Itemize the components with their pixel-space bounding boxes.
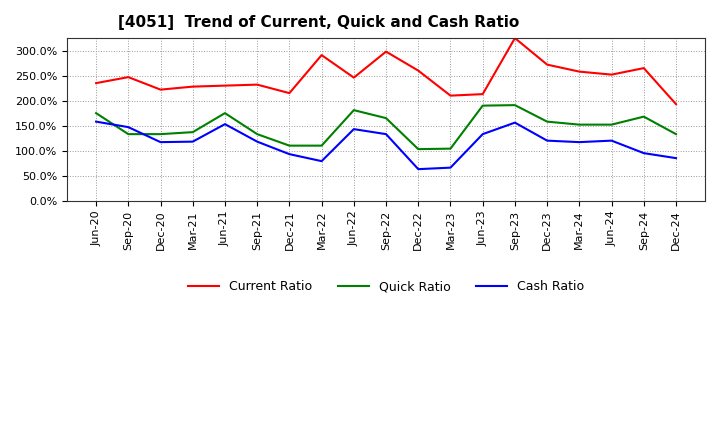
Cash Ratio bbox=[285, 151, 294, 157]
Quick Ratio bbox=[414, 147, 423, 152]
Quick Ratio bbox=[91, 110, 100, 116]
Cash Ratio bbox=[253, 139, 261, 144]
Current Ratio bbox=[318, 52, 326, 58]
Quick Ratio bbox=[672, 132, 680, 137]
Quick Ratio bbox=[575, 122, 584, 127]
Current Ratio bbox=[446, 93, 455, 98]
Current Ratio bbox=[414, 68, 423, 73]
Line: Quick Ratio: Quick Ratio bbox=[96, 105, 676, 149]
Current Ratio bbox=[91, 81, 100, 86]
Quick Ratio bbox=[382, 115, 390, 121]
Quick Ratio bbox=[349, 107, 358, 113]
Current Ratio bbox=[349, 75, 358, 80]
Cash Ratio bbox=[91, 119, 100, 124]
Quick Ratio bbox=[639, 114, 648, 119]
Current Ratio bbox=[672, 102, 680, 107]
Cash Ratio bbox=[124, 125, 132, 130]
Quick Ratio bbox=[318, 143, 326, 148]
Quick Ratio bbox=[156, 132, 165, 137]
Cash Ratio bbox=[318, 158, 326, 164]
Current Ratio bbox=[575, 69, 584, 74]
Current Ratio bbox=[607, 72, 616, 77]
Quick Ratio bbox=[446, 146, 455, 151]
Cash Ratio bbox=[220, 121, 229, 127]
Text: [4051]  Trend of Current, Quick and Cash Ratio: [4051] Trend of Current, Quick and Cash … bbox=[118, 15, 519, 30]
Cash Ratio bbox=[349, 126, 358, 132]
Current Ratio bbox=[253, 82, 261, 87]
Current Ratio bbox=[156, 87, 165, 92]
Current Ratio bbox=[639, 66, 648, 71]
Current Ratio bbox=[510, 36, 519, 41]
Cash Ratio bbox=[446, 165, 455, 170]
Cash Ratio bbox=[510, 120, 519, 125]
Cash Ratio bbox=[543, 138, 552, 143]
Current Ratio bbox=[382, 49, 390, 54]
Quick Ratio bbox=[220, 110, 229, 116]
Quick Ratio bbox=[543, 119, 552, 124]
Quick Ratio bbox=[189, 129, 197, 135]
Current Ratio bbox=[189, 84, 197, 89]
Cash Ratio bbox=[189, 139, 197, 144]
Line: Current Ratio: Current Ratio bbox=[96, 38, 676, 104]
Quick Ratio bbox=[253, 132, 261, 137]
Cash Ratio bbox=[672, 155, 680, 161]
Cash Ratio bbox=[575, 139, 584, 145]
Cash Ratio bbox=[414, 166, 423, 172]
Legend: Current Ratio, Quick Ratio, Cash Ratio: Current Ratio, Quick Ratio, Cash Ratio bbox=[183, 275, 589, 298]
Current Ratio bbox=[543, 62, 552, 67]
Cash Ratio bbox=[639, 150, 648, 156]
Current Ratio bbox=[478, 92, 487, 97]
Quick Ratio bbox=[510, 103, 519, 108]
Current Ratio bbox=[124, 74, 132, 80]
Current Ratio bbox=[220, 83, 229, 88]
Quick Ratio bbox=[478, 103, 487, 108]
Quick Ratio bbox=[607, 122, 616, 127]
Cash Ratio bbox=[478, 132, 487, 137]
Quick Ratio bbox=[124, 132, 132, 137]
Cash Ratio bbox=[156, 139, 165, 145]
Cash Ratio bbox=[607, 138, 616, 143]
Cash Ratio bbox=[382, 132, 390, 137]
Line: Cash Ratio: Cash Ratio bbox=[96, 121, 676, 169]
Quick Ratio bbox=[285, 143, 294, 148]
Current Ratio bbox=[285, 91, 294, 96]
